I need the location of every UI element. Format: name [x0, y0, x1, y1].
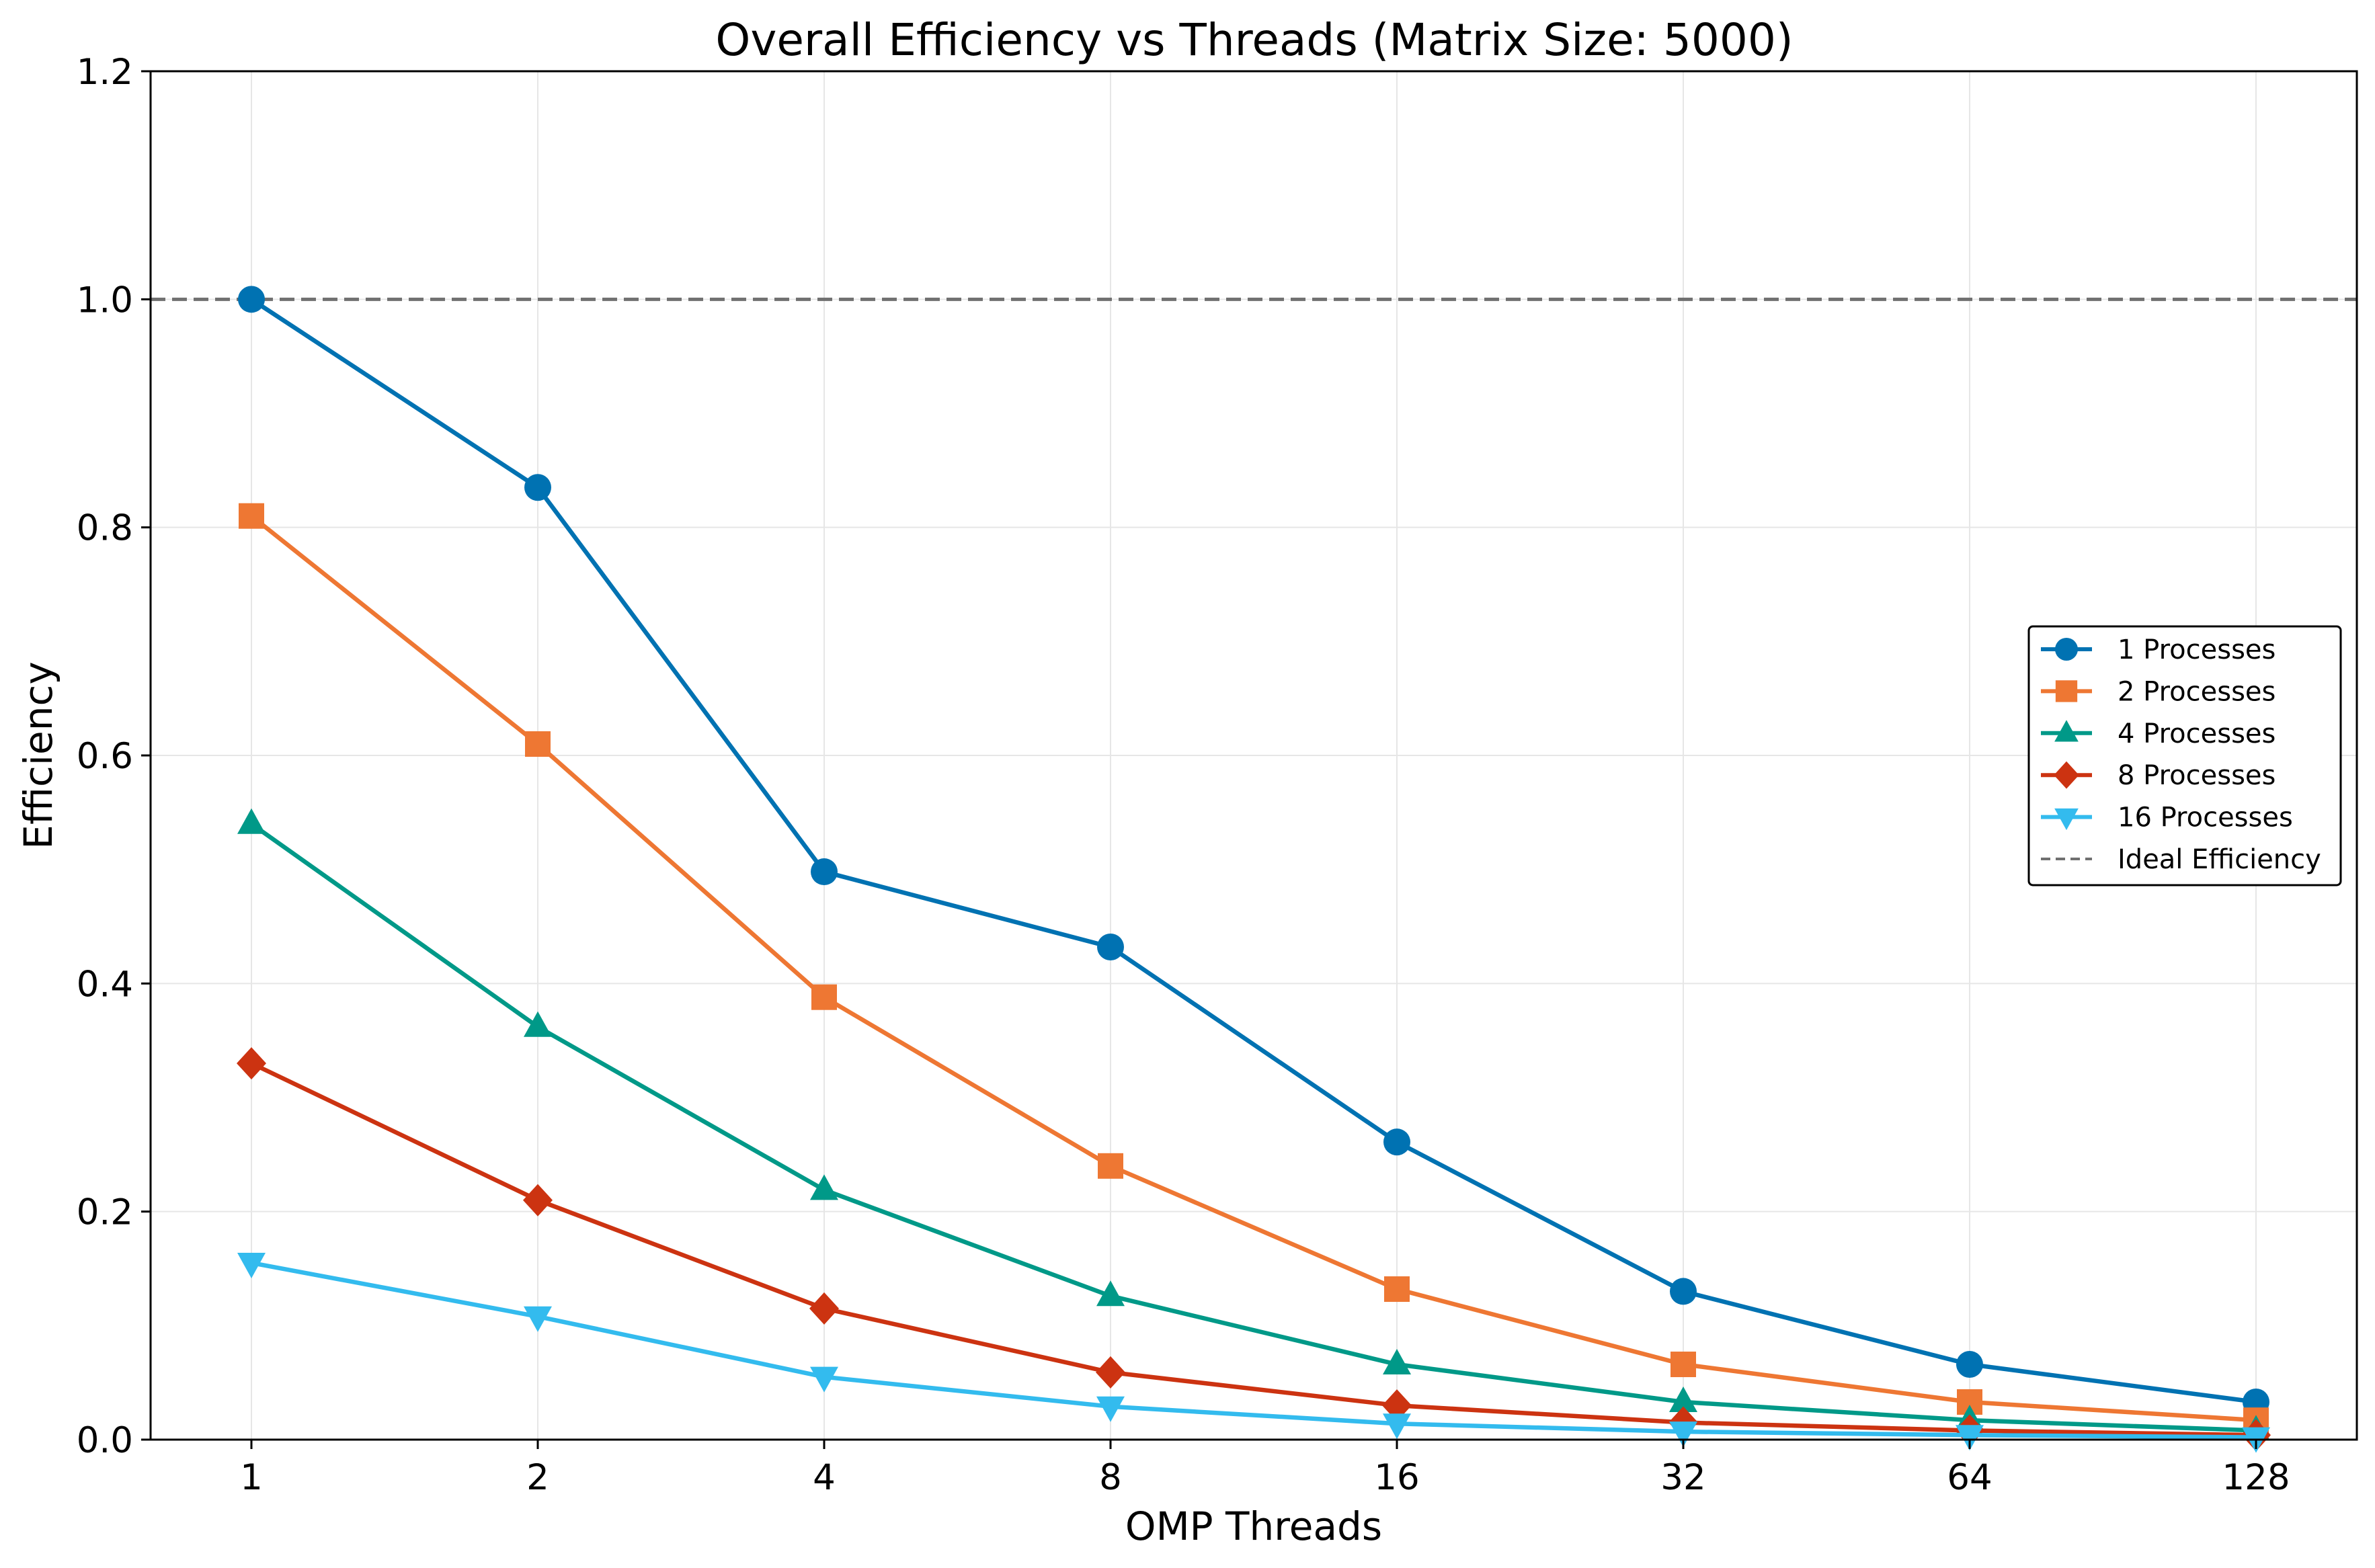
data-point: [1670, 1278, 1697, 1305]
data-point: [810, 1174, 838, 1200]
legend-item: 1 Processes: [2041, 634, 2276, 665]
data-point: [1669, 1387, 1697, 1413]
series-line: [251, 1260, 2257, 1440]
y-tick-label: 0.2: [77, 1192, 133, 1233]
y-axis-ticks: 0.0 0.2 0.4 0.6 0.8 1.0 1.2: [77, 52, 151, 1461]
x-axis-title: OMP Threads: [1125, 1503, 1382, 1549]
y-tick-label: 0.4: [77, 964, 133, 1005]
y-axis-title: Efficiency: [15, 661, 61, 849]
y-tick-label: 1.2: [77, 52, 133, 93]
legend-label: 1 Processes: [2118, 634, 2276, 665]
legend-marker: [2055, 680, 2078, 702]
x-tick-label: 16: [1374, 1457, 1419, 1498]
legend-item: 2 Processes: [2041, 676, 2276, 707]
legend-box: [2027, 625, 2342, 886]
x-tick-label: 64: [1947, 1457, 1992, 1498]
x-axis-ticks: 1 2 4 8 16 32 64 128: [240, 1440, 2290, 1498]
x-tick-label: 32: [1660, 1457, 1705, 1498]
data-point: [811, 984, 837, 1010]
data-point: [1383, 1128, 1410, 1156]
data-point: [1956, 1351, 1983, 1378]
data-point: [524, 1306, 552, 1332]
y-tick-label: 1.0: [77, 280, 133, 321]
legend-marker: [2054, 720, 2079, 742]
data-point: [1096, 1356, 1125, 1389]
data-point: [524, 474, 551, 501]
data-point: [1384, 1276, 1410, 1303]
data-point: [809, 1292, 839, 1325]
series-line: [249, 514, 2257, 1423]
legend-item: 4 Processes: [2041, 718, 2276, 749]
chart-title: Overall Efficiency vs Threads (Matrix Si…: [715, 14, 1793, 66]
data-point: [1383, 1349, 1411, 1375]
series-line: [250, 297, 2257, 1405]
data-point: [811, 858, 838, 886]
data-point: [523, 1184, 553, 1216]
legend-marker: [2054, 808, 2079, 831]
data-point: [1670, 1352, 1696, 1378]
series-layer: [237, 286, 2271, 1453]
x-tick-label: 128: [2222, 1457, 2290, 1498]
data-point: [1096, 1396, 1125, 1422]
x-tick-label: 1: [240, 1457, 263, 1498]
legend-label: 4 Processes: [2118, 718, 2276, 749]
legend-label: 8 Processes: [2118, 760, 2276, 791]
data-point: [238, 286, 265, 313]
legend-marker: [2055, 638, 2078, 661]
x-tick-label: 2: [526, 1457, 549, 1498]
y-tick-label: 0.8: [77, 508, 133, 549]
legend-marker: [2054, 761, 2079, 789]
series-line: [250, 822, 2257, 1433]
data-point: [237, 1047, 266, 1080]
legend-item: Ideal Efficiency: [2041, 844, 2321, 875]
series-2: [239, 503, 2269, 1434]
data-point: [237, 808, 266, 834]
data-point: [524, 1011, 552, 1037]
legend-label: 2 Processes: [2118, 676, 2276, 707]
data-point: [1956, 1425, 1984, 1451]
x-tick-label: 8: [1099, 1457, 1122, 1498]
data-point: [810, 1366, 838, 1393]
data-point: [1383, 1413, 1411, 1440]
data-point: [1098, 1153, 1123, 1179]
data-point: [1669, 1421, 1697, 1448]
data-point: [239, 503, 264, 529]
y-tick-label: 0.6: [77, 736, 133, 777]
y-tick-label: 0.0: [77, 1420, 133, 1461]
x-tick-label: 4: [813, 1457, 836, 1498]
legend-label: Ideal Efficiency: [2118, 844, 2321, 875]
series-line: [250, 1061, 2257, 1438]
data-point: [1096, 1280, 1125, 1307]
data-point: [525, 731, 551, 757]
legend-item: 16 Processes: [2041, 802, 2293, 833]
data-point: [1382, 1389, 1412, 1422]
legend-label: 16 Processes: [2118, 802, 2293, 833]
series-5: [237, 1253, 2270, 1453]
legend-item: 8 Processes: [2041, 760, 2276, 791]
legend: 1 Processes 2 Processes 4 Processes 8 Proce…: [2027, 625, 2342, 886]
data-point: [237, 1253, 266, 1279]
data-point: [1097, 934, 1124, 961]
